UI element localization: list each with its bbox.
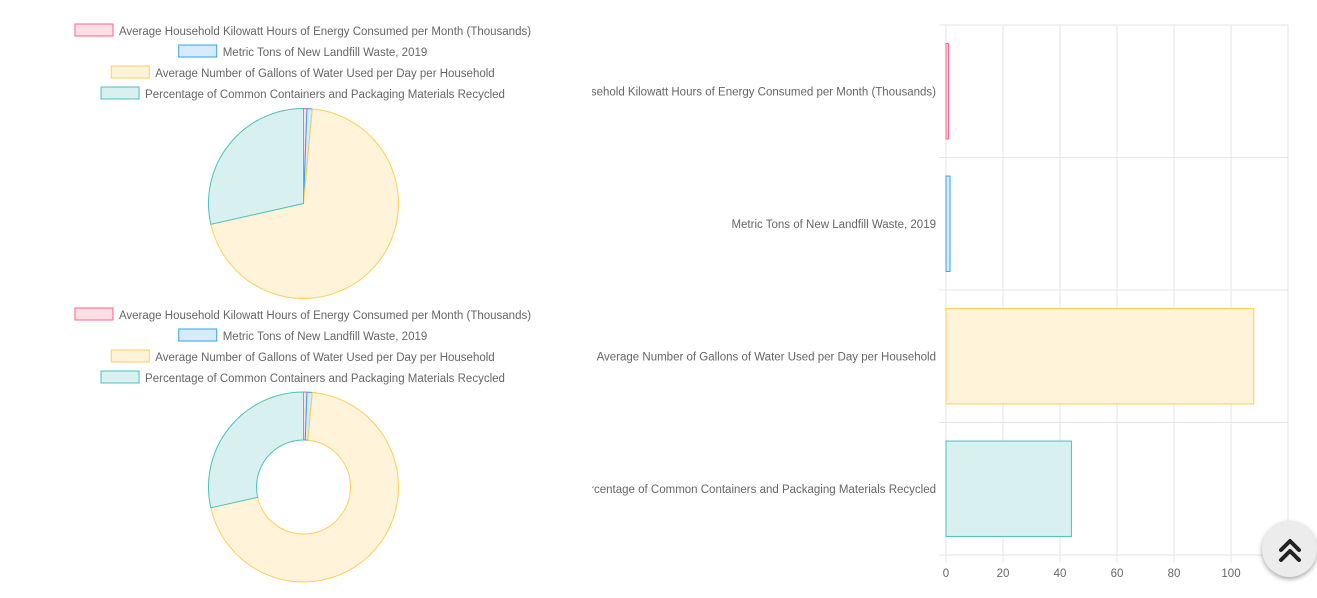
legend-swatch[interactable] — [100, 86, 140, 100]
x-tick-label: 100 — [1221, 568, 1240, 580]
x-tick-label: 40 — [1054, 568, 1067, 580]
donut-chart — [208, 391, 399, 583]
legend-label: Average Household Kilowatt Hours of Ener… — [119, 26, 531, 38]
pie-slice[interactable] — [208, 391, 304, 509]
legend-swatch[interactable] — [110, 65, 150, 79]
x-tick-label: 60 — [1111, 568, 1124, 580]
pie-slice[interactable] — [210, 391, 399, 583]
legend-swatch[interactable] — [178, 44, 218, 58]
bar[interactable] — [945, 175, 951, 272]
legend-label: Average Number of Gallons of Water Used … — [155, 352, 494, 364]
bar-chart: Average Household Kilowatt Hours of Ener… — [524, 24, 1289, 580]
pie-chart — [208, 107, 399, 299]
x-tick-label: 20 — [997, 568, 1010, 580]
legend-swatch[interactable] — [74, 23, 114, 37]
legend-swatch[interactable] — [100, 370, 140, 384]
bar-category-labels: Average Household Kilowatt Hours of Ener… — [524, 86, 936, 496]
pie-slice[interactable] — [208, 107, 304, 225]
legend-swatch[interactable] — [110, 349, 150, 363]
pie-slice[interactable] — [210, 108, 399, 299]
bar-category-label: Average Household Kilowatt Hours of Ener… — [524, 86, 936, 98]
x-tick-label: 80 — [1168, 568, 1181, 580]
donut-legend: Average Household Kilowatt Hours of Ener… — [74, 307, 531, 385]
x-tick-label: 0 — [943, 568, 949, 580]
double-chevron-up-icon — [1278, 539, 1301, 562]
pie-legend: Average Household Kilowatt Hours of Ener… — [74, 23, 531, 101]
bar-category-label: Metric Tons of New Landfill Waste, 2019 — [731, 219, 936, 231]
bar[interactable] — [945, 440, 1072, 537]
bar-category-label: Average Number of Gallons of Water Used … — [597, 351, 936, 363]
legend-swatch[interactable] — [74, 307, 114, 321]
legend-label: Percentage of Common Containers and Pack… — [145, 373, 505, 385]
bar-category-label: Percentage of Common Containers and Pack… — [576, 484, 936, 496]
bar[interactable] — [945, 308, 1255, 405]
legend-swatch[interactable] — [178, 328, 218, 342]
legend-label: Metric Tons of New Landfill Waste, 2019 — [223, 47, 428, 59]
legend-label: Percentage of Common Containers and Pack… — [145, 89, 505, 101]
legend-label: Average Household Kilowatt Hours of Ener… — [119, 310, 531, 322]
legend-label: Metric Tons of New Landfill Waste, 2019 — [223, 331, 428, 343]
scroll-to-top-button[interactable] — [1262, 521, 1317, 577]
bar[interactable] — [945, 43, 950, 140]
legend-label: Average Number of Gallons of Water Used … — [155, 68, 494, 80]
